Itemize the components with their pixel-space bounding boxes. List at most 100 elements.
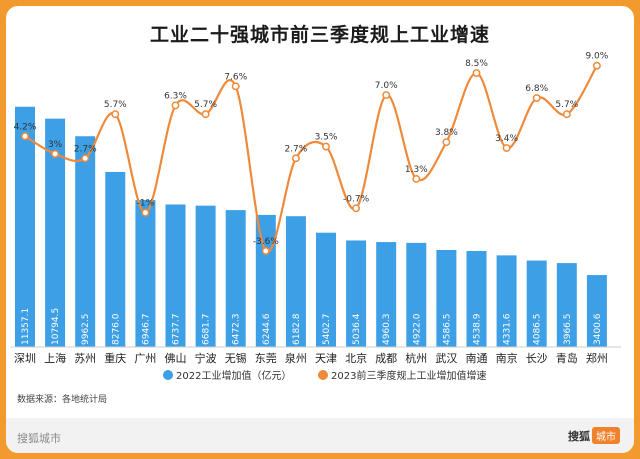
category-label: 深圳: [14, 352, 36, 365]
category-label: 北京: [345, 351, 367, 365]
growth-rate-point: [502, 144, 511, 152]
bar-value-label: 6182.8: [292, 313, 302, 345]
sohu-city-logo: 搜狐 城市: [568, 427, 620, 444]
bar: [195, 205, 216, 347]
bar-value-label: 4922.0: [412, 313, 422, 345]
bar-value-label: 4538.9: [473, 313, 483, 345]
bar: [285, 216, 306, 347]
bar: [496, 255, 517, 347]
growth-rate-label: 5.7%: [194, 100, 217, 110]
growth-rate-label: 5.7%: [555, 100, 578, 110]
category-label: 青岛: [556, 351, 578, 365]
bar: [586, 275, 607, 347]
growth-rate-label: 8.5%: [465, 59, 488, 69]
category-label: 无锡: [225, 351, 247, 365]
growth-rate-label: 6.3%: [164, 91, 187, 101]
growth-rate-label: 6.8%: [525, 84, 548, 94]
growth-rate-point: [231, 82, 240, 91]
chart-canvas: 11357.1 10794.5 9962.5 8276.0 6946.7 6737.7 66…: [11, 52, 621, 382]
bar: [376, 242, 397, 347]
growth-rate-point: [81, 154, 90, 163]
growth-rate-label: 2.7%: [74, 144, 97, 154]
growth-rate-point: [291, 154, 300, 163]
bar-value-label: 8276.0: [111, 313, 121, 345]
growth-rate-label: 3%: [48, 140, 63, 150]
bar: [466, 250, 487, 347]
category-label: 广州: [134, 352, 156, 365]
growth-rate-label: -1%: [137, 199, 155, 209]
growth-rate-point: [141, 208, 150, 217]
bar-value-label: 4086.5: [533, 314, 543, 346]
bar: [526, 260, 547, 347]
growth-rate-point: [592, 61, 601, 70]
growth-rate-label: 5.7%: [104, 100, 127, 110]
logo-sub-badge: 城市: [592, 427, 620, 444]
growth-rate-point: [382, 91, 391, 100]
bar-value-label: 3400.6: [593, 313, 603, 345]
bar-value-label: 6244.6: [262, 313, 272, 345]
growth-rate-label: 7.6%: [224, 72, 247, 82]
category-label: 重庆: [104, 351, 126, 365]
bar: [45, 118, 66, 347]
growth-rate-point: [322, 142, 330, 151]
bar: [105, 171, 126, 347]
category-label: 上海: [44, 351, 66, 365]
bar: [75, 136, 96, 347]
bar-value-label: 6946.7: [141, 314, 151, 346]
bar-value-label: 3966.5: [563, 314, 573, 346]
growth-rate-point: [261, 246, 270, 255]
growth-rate-point: [352, 204, 361, 213]
category-label: 南京: [496, 351, 518, 365]
category-label: 泉州: [285, 351, 307, 365]
bar-value-label: 4331.6: [503, 313, 513, 345]
growth-rate-label: -3.6%: [253, 237, 280, 247]
growth-rate-label: 1.3%: [405, 165, 428, 175]
bar: [406, 242, 427, 347]
growth-rate-label: 7.0%: [375, 81, 398, 91]
logo-main-text: 搜狐: [568, 430, 590, 443]
growth-rate-point: [201, 110, 210, 119]
legend-line-label: 2023前三季度规上工业增加值增速: [331, 369, 486, 382]
bar-value-label: 10794.5: [51, 308, 61, 345]
growth-rate-point: [532, 94, 541, 102]
growth-rate-point: [562, 110, 571, 119]
category-label: 东莞: [255, 352, 277, 365]
category-label: 苏州: [74, 352, 96, 365]
category-label: 武汉: [435, 352, 457, 365]
growth-rate-point: [51, 149, 60, 158]
bar: [436, 249, 457, 347]
legend-bar-marker: [163, 370, 173, 380]
footer-brand-text: 搜狐城市: [17, 432, 61, 445]
bar: [15, 106, 35, 347]
growth-rate-point: [21, 132, 29, 141]
bar: [165, 204, 186, 347]
chart-card: 工业二十强城市前三季度规上工业增速 11357.1 10794.5 9962.5 82…: [6, 6, 634, 453]
growth-rate-point: [111, 110, 120, 119]
category-label: 长沙: [526, 352, 548, 365]
bar-value-label: 11357.1: [21, 308, 31, 345]
bar: [135, 200, 156, 347]
bar-value-label: 9962.5: [81, 314, 91, 346]
bar-value-label: 5036.4: [352, 313, 362, 345]
bar-value-label: 5402.7: [322, 314, 332, 346]
category-label: 郑州: [586, 351, 608, 365]
category-label: 佛山: [165, 352, 187, 365]
growth-rate-point: [412, 174, 421, 183]
legend-line-marker: [318, 370, 328, 380]
growth-rate-point: [171, 101, 180, 110]
category-label: 杭州: [405, 351, 427, 365]
growth-rate-label: 3.5%: [315, 133, 338, 143]
bar: [346, 240, 367, 347]
growth-rate-label: 2.7%: [284, 144, 307, 154]
category-label: 天津: [315, 352, 337, 365]
bar-value-label: 4586.5: [442, 314, 452, 346]
category-label: 成都: [375, 352, 397, 365]
footer-bar: 搜狐城市 搜狐 城市: [6, 418, 634, 453]
category-label: 南通: [466, 352, 488, 365]
growth-rate-point: [442, 138, 451, 147]
legend-bar-label: 2022工业增加值（亿元）: [176, 369, 291, 382]
growth-rate-line: [24, 65, 598, 254]
bar-value-label: 6681.7: [202, 314, 212, 346]
bar: [316, 232, 336, 347]
growth-rate-label: -0.7%: [343, 194, 370, 204]
